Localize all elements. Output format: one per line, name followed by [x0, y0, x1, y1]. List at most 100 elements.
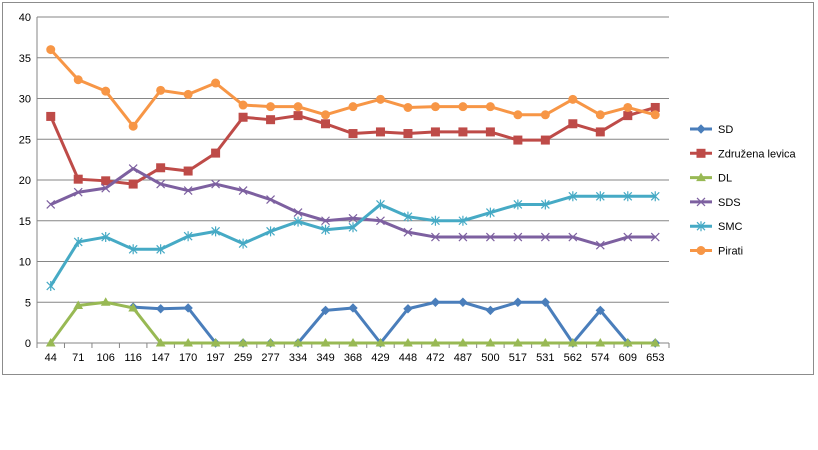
data-point-sds [540, 232, 550, 242]
data-point-dl [293, 337, 303, 347]
x-tick-label: 44 [45, 352, 57, 364]
data-point-sd [183, 303, 193, 313]
data-point-sds [211, 179, 221, 189]
data-point-smc [128, 244, 138, 255]
data-point-zdru-ena-levica [293, 111, 303, 121]
series-line-smc [49, 194, 656, 287]
data-point-sds [650, 232, 660, 242]
data-point-sds [513, 232, 523, 242]
data-point-sd [430, 297, 441, 307]
data-point-pirati [128, 121, 138, 131]
legend-marker-sd [696, 124, 706, 134]
data-point-sd [403, 304, 413, 314]
data-point-sds [293, 208, 303, 218]
data-point-dl [210, 337, 221, 347]
data-point-smc [568, 191, 578, 202]
x-tick-label: 170 [179, 352, 197, 364]
data-point-sd [513, 297, 523, 307]
data-point-zdru-ena-levica [485, 127, 495, 137]
legend-marker-sds [696, 197, 706, 207]
x-tick-label: 574 [591, 352, 609, 364]
x-tick-label: 472 [426, 352, 444, 364]
legend-label-dl: DL [718, 173, 732, 185]
y-tick-label: 10 [19, 257, 31, 269]
data-point-zdru-ena-levica [568, 119, 578, 129]
data-point-dl [238, 337, 248, 347]
x-tick-label: 368 [344, 352, 362, 364]
data-point-pirati [183, 89, 193, 99]
data-point-pirati [238, 100, 248, 110]
data-point-dl [128, 302, 139, 312]
data-point-sd [458, 297, 468, 307]
data-point-pirati [430, 102, 440, 112]
data-point-dl [622, 337, 633, 347]
data-point-pirati [293, 102, 303, 112]
data-point-dl [320, 337, 331, 347]
data-point-zdru-ena-levica [266, 115, 276, 125]
data-point-zdru-ena-levica [46, 111, 56, 121]
legend-marker-pirati [696, 246, 706, 255]
data-point-pirati [540, 110, 550, 120]
x-tick-label: 334 [289, 352, 307, 364]
data-point-zdru-ena-levica [513, 135, 523, 145]
data-point-pirati [403, 102, 413, 112]
data-point-zdru-ena-levica [156, 163, 166, 173]
data-point-sds [623, 232, 633, 242]
legend-label-pirati: Pirati [718, 246, 743, 258]
x-tick-label: 429 [371, 352, 389, 364]
data-point-pirati [375, 94, 385, 104]
data-point-sds [73, 187, 83, 197]
data-point-sd [348, 303, 358, 313]
data-point-pirati [568, 94, 578, 104]
legend-label-sd: SD [718, 124, 733, 136]
data-point-zdru-ena-levica [375, 127, 385, 137]
data-point-sd [595, 305, 606, 316]
data-point-dl [567, 337, 578, 347]
data-point-dl [430, 337, 441, 347]
data-point-dl [375, 337, 386, 347]
series-line-sd [133, 300, 656, 345]
y-tick-label: 5 [25, 297, 31, 309]
data-point-dl [595, 337, 606, 347]
legend-label-smc: SMC [718, 221, 743, 233]
data-point-sds [595, 240, 605, 250]
data-point-zdru-ena-levica [238, 112, 248, 122]
data-point-pirati [211, 78, 221, 88]
y-tick-label: 40 [19, 12, 31, 24]
data-point-zdru-ena-levica [623, 111, 633, 121]
data-point-smc [485, 207, 495, 218]
data-point-sds [348, 213, 358, 223]
x-tick-label: 653 [646, 352, 664, 364]
data-point-dl [650, 337, 661, 347]
data-point-smc [623, 191, 633, 202]
data-point-smc [321, 224, 330, 235]
data-point-dl [73, 300, 84, 310]
data-point-sd [540, 297, 551, 307]
data-point-smc [376, 199, 385, 210]
y-tick-label: 0 [25, 338, 31, 350]
data-point-smc [348, 222, 358, 233]
y-tick-label: 15 [19, 216, 31, 228]
data-point-zdru-ena-levica [183, 166, 193, 176]
data-point-zdru-ena-levica [128, 179, 138, 189]
y-tick-label: 20 [19, 175, 31, 187]
data-point-dl [485, 337, 496, 347]
x-tick-label: 517 [509, 352, 527, 364]
legend-label-zdru-ena-levica: Združena levica [718, 148, 797, 160]
x-tick-label: 106 [97, 352, 115, 364]
legend-marker-smc [696, 221, 706, 232]
data-point-sds [156, 179, 166, 189]
data-point-pirati [46, 45, 56, 55]
x-tick-label: 500 [481, 352, 499, 364]
data-point-sd [485, 305, 496, 316]
data-point-dl [155, 337, 166, 347]
data-point-smc [183, 231, 193, 242]
data-point-smc [211, 226, 221, 237]
data-point-smc [238, 238, 248, 249]
data-point-dl [45, 337, 56, 347]
data-point-smc [156, 244, 166, 255]
data-point-smc [73, 236, 83, 247]
data-point-zdru-ena-levica [650, 102, 660, 112]
data-point-sds [458, 232, 468, 242]
data-point-sds [568, 232, 578, 242]
